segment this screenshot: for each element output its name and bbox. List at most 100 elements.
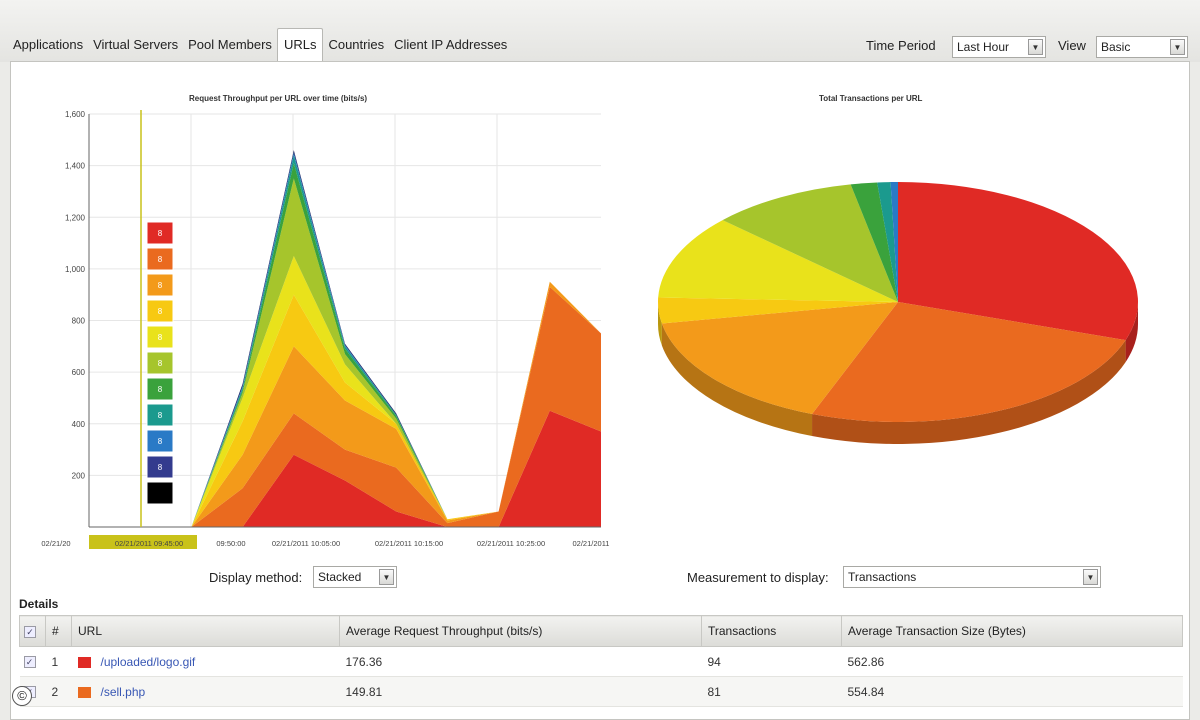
legend-swatch (146, 455, 174, 479)
chevron-down-icon: ▼ (1083, 569, 1098, 585)
y-tick-label: 1,400 (65, 162, 86, 171)
legend-swatch (146, 377, 174, 401)
legend-swatch (146, 481, 174, 505)
legend-value: 8 (158, 255, 163, 264)
legend-swatch (146, 403, 174, 427)
legend-value: 8 (158, 307, 163, 316)
row-checkbox[interactable]: ✓ (23, 656, 36, 669)
pie-slice-8 (890, 182, 898, 302)
legend-swatch (146, 351, 174, 375)
throughput-area-chart: 1,600 1,400 1,200 1,000 800 600 400 200 8 8 8 8 8 8 8 8… (41, 110, 609, 549)
row-checkbox-cell[interactable]: ✓ (19, 646, 46, 677)
pie-slice-side-1 (812, 340, 1126, 444)
legend-swatch (146, 299, 174, 323)
row-throughput: 149.81 (339, 676, 702, 707)
legend-value: 8 (158, 411, 163, 420)
legend-swatch (146, 247, 174, 271)
pie-slice-side-2 (661, 323, 813, 437)
copyright-badge: © (12, 686, 32, 706)
pie-slice-3 (658, 297, 898, 324)
chevron-down-icon: ▼ (1028, 39, 1043, 55)
legend-value: 8 (158, 437, 163, 446)
row-url-cell: /sell.php (71, 676, 340, 707)
measurement-select[interactable]: Transactions ▼ (843, 566, 1101, 588)
chevron-down-icon: ▼ (379, 569, 394, 585)
legend-swatch (146, 221, 174, 245)
col-size-header[interactable]: Average Transaction Size (Bytes) (841, 615, 1183, 647)
y-tick-label: 200 (72, 471, 86, 480)
legend-swatch (146, 273, 174, 297)
legend-value: 8 (158, 359, 163, 368)
main-panel: Request Throughput per URL over time (bi… (10, 61, 1190, 720)
col-url-header[interactable]: URL (71, 615, 340, 647)
table-row[interactable]: ✓ 2 /sell.php 149.81 81 554.84 (19, 676, 1183, 707)
tab-urls[interactable]: URLs (276, 28, 324, 62)
select-all-header[interactable]: ✓ (19, 615, 46, 647)
details-heading: Details (19, 597, 59, 611)
row-number: 1 (45, 646, 72, 677)
tab-client-ip-addresses[interactable]: Client IP Addresses (394, 37, 508, 52)
display-method-label: Display method: (209, 570, 303, 585)
y-tick-label: 1,600 (65, 110, 86, 119)
view-value: Basic (1101, 40, 1131, 54)
tabs: Applications Virtual Servers Pool Member… (8, 28, 512, 62)
col-throughput-header[interactable]: Average Request Throughput (bits/s) (339, 615, 702, 647)
series-area-1 (89, 286, 601, 527)
series-area-2 (89, 281, 601, 527)
pie-slice-0 (898, 182, 1138, 341)
x-tick-label: 02/21/2011 10:05:00 (272, 539, 340, 548)
row-size: 562.86 (841, 646, 1183, 677)
display-method-value: Stacked (318, 570, 362, 584)
x-tick-label: 02/21/20 (41, 539, 70, 548)
pie-slice-5 (722, 184, 898, 302)
chevron-down-icon: ▼ (1170, 39, 1185, 55)
legend-value: 8 (158, 229, 163, 238)
measurement-value: Transactions (848, 570, 917, 584)
x-tick-label: 02/21/2011 10:15:00 (375, 539, 443, 548)
y-tick-label: 400 (72, 420, 86, 429)
table-row[interactable]: ✓ 1 /uploaded/logo.gif 176.36 94 562.86 (19, 646, 1183, 677)
row-number: 2 (45, 676, 72, 707)
pie-slice-1 (812, 302, 1126, 422)
select-all-checkbox[interactable]: ✓ (24, 625, 36, 638)
transactions-chart-title: Total Transactions per URL (819, 94, 923, 103)
tab-countries[interactable]: Countries (328, 37, 385, 52)
row-transactions: 94 (701, 646, 842, 677)
series-area-0 (89, 410, 601, 527)
pie-slice-2 (661, 302, 898, 415)
time-period-select[interactable]: Last Hour ▼ (952, 36, 1046, 58)
legend-value: 8 (158, 385, 163, 394)
y-tick-label: 1,000 (65, 265, 86, 274)
table-header-row: ✓ # URL Average Request Throughput (bits… (19, 615, 1183, 647)
throughput-chart-title: Request Throughput per URL over time (bi… (189, 94, 368, 103)
col-transactions-header[interactable]: Transactions (701, 615, 842, 647)
y-tick-label: 1,200 (65, 213, 86, 222)
row-url-link[interactable]: /uploaded/logo.gif (100, 654, 196, 669)
y-tick-label: 800 (72, 317, 86, 326)
row-transactions: 81 (701, 676, 842, 707)
y-tick-label: 600 (72, 368, 86, 377)
transactions-pie-chart (658, 182, 1138, 444)
row-color-swatch (77, 686, 91, 698)
time-period-value: Last Hour (957, 40, 1010, 54)
view-select[interactable]: Basic ▼ (1096, 36, 1188, 58)
row-color-swatch (77, 656, 91, 668)
tab-pool-members[interactable]: Pool Members (188, 37, 272, 52)
x-tick-label: 02/21/2011 10:25:00 (477, 539, 545, 548)
legend-swatch (146, 325, 174, 349)
x-tick-label: 02/21/2011 09:45:00 (115, 539, 183, 548)
legend-value: 8 (158, 281, 163, 290)
pie-slice-7 (877, 182, 898, 302)
time-period-label: Time Period (866, 38, 936, 53)
legend-value: 8 (158, 333, 163, 342)
pie-slice-6 (850, 182, 898, 302)
view-label: View (1058, 38, 1086, 53)
row-url-link[interactable]: /sell.php (100, 684, 146, 699)
tab-applications[interactable]: Applications (13, 37, 84, 52)
row-url-cell: /uploaded/logo.gif (71, 646, 340, 677)
col-number-header[interactable]: # (45, 615, 72, 647)
row-throughput: 176.36 (339, 646, 702, 677)
row-size: 554.84 (841, 676, 1183, 707)
tab-virtual-servers[interactable]: Virtual Servers (93, 37, 179, 52)
display-method-select[interactable]: Stacked ▼ (313, 566, 397, 588)
